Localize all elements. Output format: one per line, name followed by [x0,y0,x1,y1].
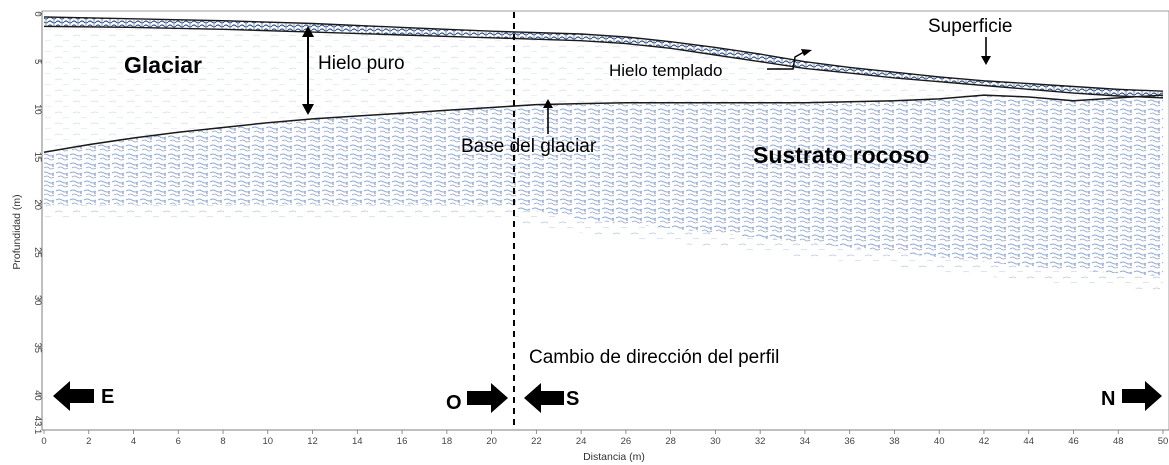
ice-signal-area [44,26,1163,153]
y-axis-label: Profundidad (m) [11,194,23,269]
south-direction-arrow: S [524,383,579,413]
bedrock-label: Sustrato rocoso [753,142,929,168]
glacier-base-pointer-arrow [543,99,553,134]
north-direction-arrow: N [1101,381,1162,411]
pure-ice-label: Hielo puro [318,53,405,74]
surface-label: Superficie [928,16,1013,37]
east-direction-label: E [101,386,114,408]
x-tick-label: 16 [397,436,408,447]
direction-change-label: Cambio de dirección del perfil [529,347,779,368]
x-tick-label: 32 [755,436,766,447]
pure-ice-thickness-arrow [302,26,314,115]
west-direction-arrow: O [446,383,508,414]
x-tick-label: 6 [176,436,181,447]
x-tick-label: 18 [442,436,453,447]
x-tick-label: 30 [710,436,721,447]
surface-line [43,16,1164,92]
x-tick-label: 34 [800,436,811,447]
surface-signal-band [44,16,1163,98]
north-direction-label: N [1101,388,1115,410]
y-tick-label: 35 [32,343,43,354]
x-tick-label: 50 [1158,436,1169,447]
x-tick-label: 2 [86,436,91,447]
y-tick-label: 40 [32,390,43,401]
x-tick-label: 12 [307,436,318,447]
x-tick-label: 28 [665,436,676,447]
x-tick-label: 46 [1068,436,1079,447]
y-tick-label: 20 [32,199,43,210]
x-tick-label: 24 [576,436,587,447]
y-tick-label: 25 [32,247,43,258]
radar-signal [44,16,1163,291]
y-tick-label: 5 [32,59,43,64]
glacier-base-label: Base del glaciar [461,136,597,157]
bedrock-signal-area [44,95,1163,277]
x-tick-label: 38 [889,436,900,447]
east-direction-arrow: E [53,381,114,411]
x-tick-label: 48 [1113,436,1124,447]
x-tick-label: 42 [979,436,990,447]
y-tick-label: 15 [32,152,43,163]
x-axis: 0 2 4 6 8 10 12 14 16 18 20 22 24 26 28 30 32 34 36 38 40 42 4… [41,429,1169,447]
west-direction-label: O [446,392,462,414]
y-tick-label: 43.1 [32,416,43,435]
y-tick-label: 10 [32,104,43,115]
glacier-label: Glaciar [124,52,202,78]
y-tick-label: 30 [32,295,43,306]
x-tick-label: 36 [844,436,855,447]
temperate-ice-line [43,25,1164,99]
x-tick-label: 4 [131,436,136,447]
bedrock-signal-fade [44,204,1163,291]
x-axis-label: Distancia (m) [583,451,645,463]
x-tick-label: 0 [41,436,46,447]
y-axis: 0 5 10 15 20 25 30 35 40 43.1 [32,11,43,434]
glacier-base-line [43,94,1164,154]
x-tick-label: 26 [621,436,632,447]
temperate-ice-pointer-arrow [767,49,812,70]
x-tick-label: 20 [486,436,497,447]
x-tick-label: 44 [1023,436,1034,447]
surface-pointer-arrow [981,37,991,65]
temperate-ice-label: Hielo templado [609,61,722,80]
x-tick-label: 40 [934,436,945,447]
x-tick-label: 10 [263,436,274,447]
y-tick-label: 0 [32,11,43,16]
x-tick-label: 22 [531,436,542,447]
x-tick-label: 14 [352,436,363,447]
south-direction-label: S [566,388,579,410]
x-tick-label: 8 [220,436,225,447]
